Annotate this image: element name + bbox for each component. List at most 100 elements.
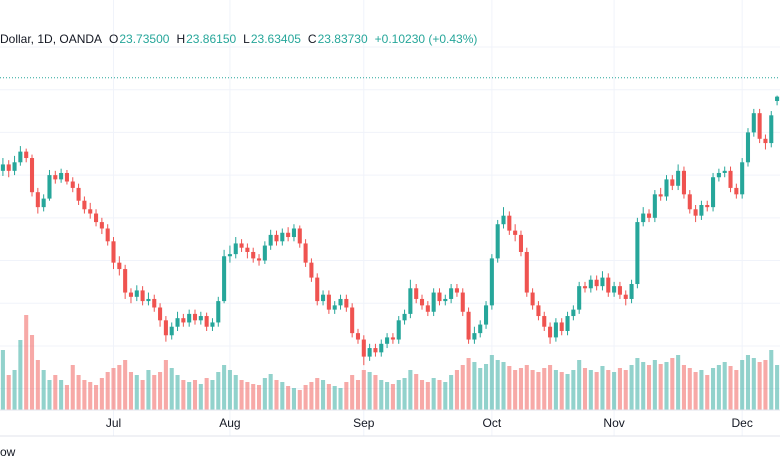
candle-body xyxy=(740,162,745,195)
volume-bar xyxy=(617,368,622,410)
volume-bar xyxy=(751,358,756,410)
volume-bar xyxy=(402,378,407,410)
volume-bar xyxy=(734,370,739,410)
candle-body xyxy=(414,288,419,299)
volume-bar xyxy=(251,384,256,410)
volume-bar xyxy=(419,380,425,410)
candle-body xyxy=(181,318,186,323)
candle-body xyxy=(396,320,401,340)
candle-body xyxy=(565,316,570,331)
candle-body xyxy=(6,164,11,171)
candle-body xyxy=(233,243,238,255)
candle-body xyxy=(681,170,686,195)
candle-body xyxy=(757,113,762,139)
volume-bar xyxy=(198,384,203,410)
candle-body xyxy=(344,298,349,308)
volume-bar xyxy=(268,374,273,410)
volume-bar xyxy=(175,375,180,410)
volume-bar xyxy=(321,380,326,410)
volume-bar xyxy=(262,378,267,410)
volume-bar xyxy=(88,382,93,410)
candle-body xyxy=(751,113,756,133)
candle-body xyxy=(361,339,366,357)
candle-body xyxy=(623,294,628,299)
volume-bar xyxy=(256,385,262,410)
candle-body xyxy=(82,200,87,210)
volume-bar xyxy=(577,360,582,410)
candle-body xyxy=(763,138,768,144)
candle-body xyxy=(472,333,477,340)
volume-bar xyxy=(757,362,762,410)
x-tick-label: Dec xyxy=(731,416,752,430)
volume-bar xyxy=(425,382,430,410)
candle-body xyxy=(449,288,454,299)
volume-bar xyxy=(344,382,349,410)
volume-bar xyxy=(740,360,745,410)
candle-body xyxy=(536,305,541,317)
candle-body xyxy=(699,205,704,216)
volume-bar xyxy=(53,375,58,410)
candle-body xyxy=(350,307,355,334)
volume-bar xyxy=(134,375,139,410)
candle-body xyxy=(676,170,681,186)
x-axis: Jul Aug Sep Oct Nov Dec xyxy=(106,416,753,430)
candle-body xyxy=(0,164,5,171)
candle-body xyxy=(146,298,151,302)
candle-body xyxy=(489,258,494,306)
candle-body xyxy=(303,243,308,263)
candle-body xyxy=(658,194,663,197)
volume-bar xyxy=(489,355,494,410)
candle-body xyxy=(94,213,99,223)
candle-body xyxy=(745,132,751,163)
candle-body xyxy=(187,313,192,323)
candle-body xyxy=(76,187,81,201)
candle-body xyxy=(280,232,285,242)
x-tick-label: Nov xyxy=(603,416,624,430)
candle-body xyxy=(222,256,227,302)
volume-bar xyxy=(76,375,81,410)
volume-bar xyxy=(158,372,163,410)
volume-bar xyxy=(594,372,599,410)
candle-body xyxy=(478,324,483,334)
candle-body xyxy=(326,294,331,310)
volume-bar xyxy=(658,364,663,410)
volume-bar xyxy=(361,370,366,410)
volume-bar xyxy=(443,382,448,410)
candle-body xyxy=(484,305,489,325)
candle-body xyxy=(687,194,692,210)
candle-body xyxy=(582,286,588,289)
candle-body xyxy=(495,224,500,259)
header-label: Dollar, 1D, OANDA xyxy=(0,32,102,46)
candle-body xyxy=(571,309,576,317)
candle-body xyxy=(775,96,780,102)
volume-bar xyxy=(70,365,75,410)
volume-bar xyxy=(769,350,774,410)
candle-body xyxy=(431,292,436,312)
candle-body xyxy=(111,241,116,263)
candle-body xyxy=(612,286,617,293)
volume-bar xyxy=(745,355,751,410)
candle-body xyxy=(18,151,23,163)
volume-bar xyxy=(687,368,692,410)
volume-bar xyxy=(82,380,87,410)
header-label: H xyxy=(176,32,185,46)
volume-bar xyxy=(460,365,465,410)
candle-body xyxy=(204,316,209,327)
candle-body xyxy=(210,322,215,327)
volume-bar xyxy=(233,375,238,410)
volume-bar xyxy=(216,372,221,410)
volume-bar xyxy=(303,385,308,410)
volume-bar xyxy=(239,380,244,410)
volume-bar xyxy=(582,368,588,410)
candle-body xyxy=(64,172,69,182)
volume-bar xyxy=(99,378,104,410)
volume-bar xyxy=(763,360,768,410)
volume-bar xyxy=(775,365,780,410)
volume-bar xyxy=(274,380,279,410)
candle-body xyxy=(152,298,157,308)
volume-bar xyxy=(466,358,471,410)
volume-bar xyxy=(210,380,215,410)
volume-bar xyxy=(0,350,5,410)
